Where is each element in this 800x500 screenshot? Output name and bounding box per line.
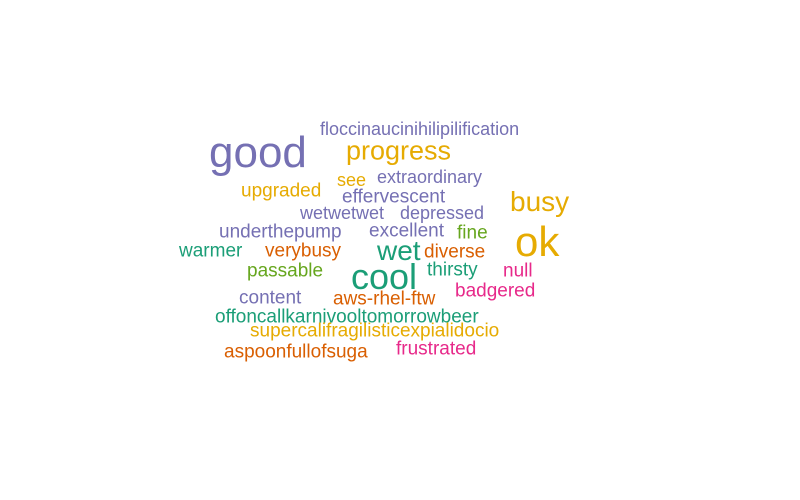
word-busy: busy bbox=[510, 186, 570, 217]
word-progress: progress bbox=[346, 135, 452, 166]
word-see: see bbox=[337, 170, 367, 190]
word-diverse: diverse bbox=[424, 241, 486, 263]
word-warmer: warmer bbox=[179, 240, 243, 262]
word-good: good bbox=[209, 128, 307, 177]
word-effervescent: effervescent bbox=[342, 186, 446, 208]
word-null: null bbox=[503, 260, 533, 282]
word-depressed: depressed bbox=[400, 203, 485, 223]
word-verybusy: verybusy bbox=[265, 240, 342, 262]
word-badgered: badgered bbox=[455, 280, 536, 302]
word-wet: wet bbox=[377, 235, 421, 266]
word-passable: passable bbox=[247, 260, 324, 282]
word-excellent: excellent bbox=[369, 220, 444, 242]
word-wetwetwet: wetwetwet bbox=[300, 203, 385, 223]
word-thirsty: thirsty bbox=[427, 259, 478, 281]
word-ok: ok bbox=[515, 218, 560, 265]
word-content: content bbox=[239, 287, 302, 309]
word-cool: cool bbox=[351, 256, 418, 297]
word-fine: fine bbox=[457, 222, 488, 244]
word-underthepump: underthepump bbox=[219, 221, 342, 243]
word-floccinaucinihilipilification: floccinaucinihilipilification bbox=[320, 119, 520, 139]
word-supercalifragilisticexpialidocio: supercalifragilisticexpialidocio bbox=[250, 320, 500, 342]
word-aws-rhel-ftw: aws-rhel-ftw bbox=[333, 288, 436, 310]
word-upgraded: upgraded bbox=[241, 180, 322, 202]
word-extraordinary: extraordinary bbox=[377, 167, 483, 187]
word-frustrated: frustrated bbox=[396, 338, 477, 360]
word-aspoonfullofsuga: aspoonfullofsuga bbox=[224, 341, 368, 363]
word-offoncallkarnivooltomorrowbeer: offoncallkarnivooltomorrowbeer bbox=[215, 306, 479, 328]
